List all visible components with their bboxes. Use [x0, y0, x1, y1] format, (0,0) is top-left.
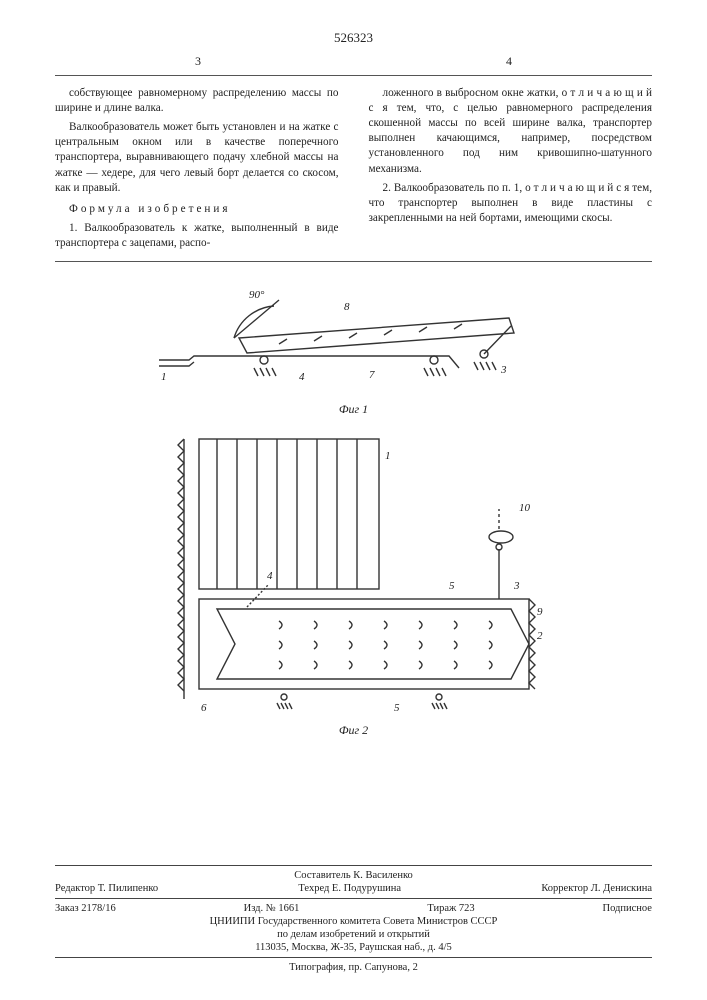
fig2-svg: 1 10 5 3 9 2 4 6 5	[139, 429, 569, 719]
figures-block: 90° 8 1 4 7 3 Фиг 1	[55, 278, 652, 738]
footer-rule-1	[55, 865, 652, 866]
left-p1: собствующее равномерному распределению м…	[55, 86, 339, 116]
footer-corrector: Корректор Л. Денискина	[541, 883, 652, 894]
page-num-left: 3	[195, 54, 201, 69]
left-p3: 1. Валкообразователь к жатке, выполненны…	[55, 221, 339, 251]
footer-typo: Типография, пр. Сапунова, 2	[55, 962, 652, 973]
footer: Составитель К. Василенко Редактор Т. Пил…	[55, 861, 652, 975]
fig2-n5a: 5	[449, 580, 455, 592]
two-column-text: собствующее равномерному распределению м…	[55, 86, 652, 251]
footer-editor: Редактор Т. Пилипенко	[55, 883, 158, 894]
fig1-caption: Фиг 1	[55, 402, 652, 417]
fig2-n4: 4	[267, 570, 273, 582]
mid-rule	[55, 261, 652, 262]
footer-compiler: Составитель К. Василенко	[55, 870, 652, 881]
fig1-n7: 7	[369, 369, 375, 381]
body-text-wrap: собствующее равномерному распределению м…	[55, 86, 652, 251]
fig1-n4: 4	[299, 371, 305, 383]
fig2-n9: 9	[537, 606, 543, 618]
fig2-n10: 10	[519, 502, 531, 514]
fig1-n8: 8	[344, 301, 350, 313]
footer-techred: Техред Е. Подурушина	[298, 883, 401, 894]
fig2-caption: Фиг 2	[55, 723, 652, 738]
fig1-n3: 3	[500, 364, 507, 376]
footer-org2: по делам изобретений и открытий	[55, 929, 652, 940]
footer-credits-row: Редактор Т. Пилипенко Техред Е. Подуруши…	[55, 883, 652, 894]
page-num-right: 4	[506, 54, 512, 69]
footer-org1: ЦНИИПИ Государственного комитета Совета …	[55, 916, 652, 927]
fig1-n1: 1	[161, 371, 167, 383]
page-numbers-row: 3 4	[55, 54, 652, 69]
footer-rule-2	[55, 898, 652, 899]
footer-print-row: Заказ 2178/16 Изд. № 1661 Тираж 723 Подп…	[55, 903, 652, 914]
fig2-n2: 2	[537, 630, 543, 642]
footer-addr: 113035, Москва, Ж-35, Раушская наб., д. …	[55, 942, 652, 953]
footer-order: Заказ 2178/16	[55, 903, 116, 914]
fig2-n3: 3	[513, 580, 520, 592]
footer-rule-3	[55, 957, 652, 958]
left-p2: Валкообразователь может быть установлен …	[55, 120, 339, 196]
footer-sign: Подписное	[603, 903, 652, 914]
fig2-n5b: 5	[394, 702, 400, 714]
footer-tirazh: Тираж 723	[427, 903, 474, 914]
fig2-n6: 6	[201, 702, 207, 714]
patent-number: 526323	[55, 30, 652, 46]
patent-page: 526323 3 4 собствующее равномерному расп…	[0, 0, 707, 1000]
top-rule	[55, 75, 652, 76]
fig1-angle: 90°	[249, 289, 265, 301]
right-p1: ложенного в выбросном окне жатки, о т л …	[369, 86, 653, 177]
fig1-svg: 90° 8 1 4 7 3	[139, 278, 569, 398]
right-p2: 2. Валкообразователь по п. 1, о т л и ч …	[369, 181, 653, 226]
formula-heading: Формула изобретения	[55, 202, 339, 217]
footer-izd: Изд. № 1661	[244, 903, 300, 914]
fig2-n1: 1	[385, 450, 391, 462]
